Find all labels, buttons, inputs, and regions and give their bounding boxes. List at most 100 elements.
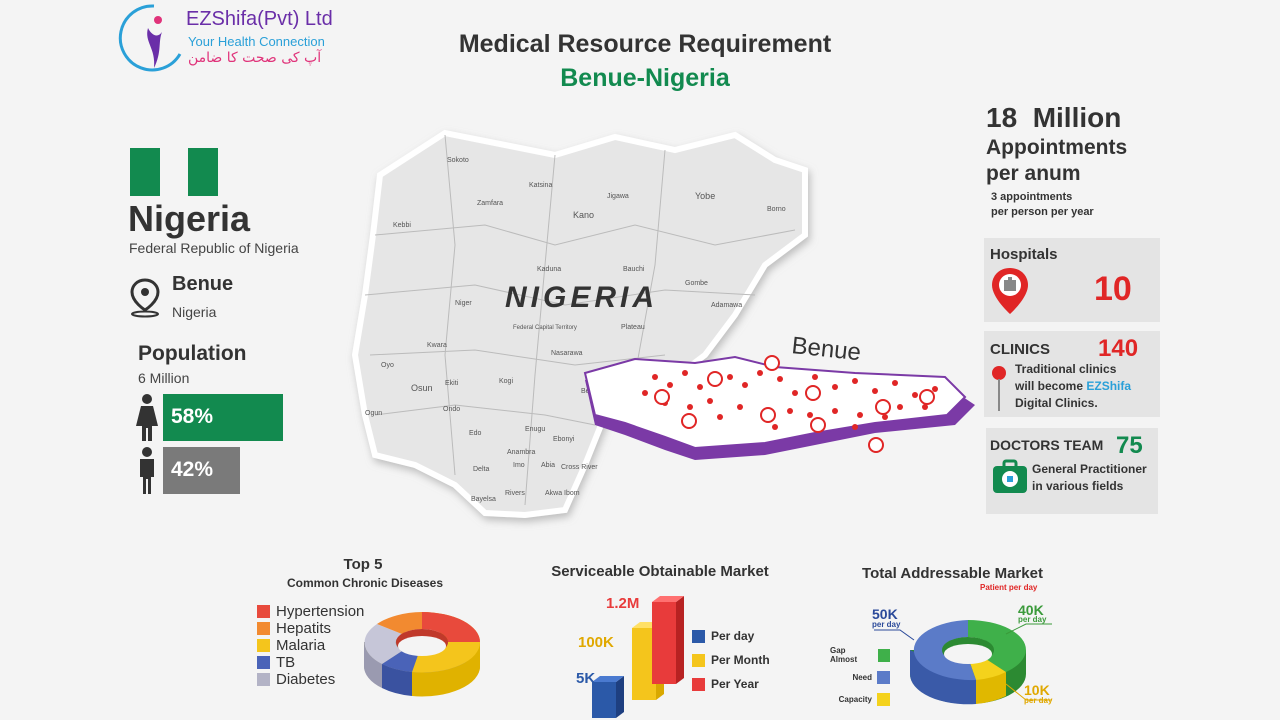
clinics-desc1: Traditional clinics: [1015, 362, 1117, 376]
clinics-desc2-brand: EZShifa: [1086, 379, 1132, 393]
map-region-delta: Delta: [473, 466, 489, 473]
clinics-value: 140: [1098, 335, 1139, 362]
map-region-fct: Federal Capital Territory: [513, 325, 577, 331]
state-name: Benue: [172, 273, 234, 295]
legend-swatch: [877, 648, 890, 662]
benue-region: [583, 355, 967, 450]
map-region-borno: Borno: [767, 206, 786, 213]
som-bar-red: [652, 602, 676, 684]
clinics-panel: CLINICS 140 Traditional clinics will bec…: [984, 331, 1160, 417]
population-value: 6 Million: [138, 370, 190, 386]
map-region-plateau: Plateau: [621, 324, 645, 331]
map-region-yobe: Yobe: [695, 191, 715, 201]
tam-callout-10k: 10K: [1024, 682, 1050, 698]
som-bar-blue-top: [592, 676, 624, 682]
map-region-imo: Imo: [513, 462, 525, 469]
hospital-pins: [654, 355, 935, 453]
logo-urdu: آپ کی صحت کا ضامن: [188, 50, 322, 66]
legend-swatch: [257, 673, 270, 686]
map-region-zamfara: Zamfara: [477, 200, 503, 207]
appointments-line2: Appointments: [986, 136, 1128, 159]
som-label-1.2m: 1.2M: [606, 595, 640, 612]
legend-label: Gap Almost: [830, 646, 858, 664]
legend-item-hypertension: Hypertension: [257, 603, 364, 620]
map-region-rivers: Rivers: [505, 490, 525, 497]
som-bar-blue: [592, 682, 616, 718]
legend-label: Per day: [711, 629, 755, 643]
map-region-niger: Niger: [455, 300, 472, 307]
map-region-adamawa: Adamawa: [711, 302, 742, 309]
map-pin-icon: [992, 366, 1006, 411]
doctors-panel: DOCTORS TEAM 75 General Practitioner in …: [986, 428, 1158, 514]
map-country-label: NIGERIA: [505, 281, 658, 314]
nigeria-map: Sokoto Katsina Zamfara Jigawa Yobe Kano …: [351, 129, 975, 519]
flag-stripe-mid: [160, 148, 188, 196]
diseases-donut-chart: [363, 612, 481, 697]
male-percent: 42%: [171, 458, 214, 481]
clinics-label: CLINICS: [990, 341, 1050, 358]
flag-stripe-left: [130, 148, 160, 196]
legend-swatch: [257, 639, 270, 652]
map-region-enugu: Enugu: [525, 426, 545, 433]
map-region-bauchi: Bauchi: [623, 266, 645, 273]
logo-tagline: Your Health Connection: [188, 34, 325, 49]
legend-swatch: [692, 629, 705, 643]
tam-callout-50k: 50K: [872, 606, 898, 622]
legend-label: Malaria: [276, 637, 326, 654]
appointments-headline: 18 Million: [986, 102, 1122, 133]
map-region-kogi: Kogi: [499, 378, 513, 385]
clinics-desc3: Digital Clinics.: [1015, 396, 1098, 410]
tam-callout-lines: [874, 623, 1052, 701]
tam-donut-chart: [909, 620, 1026, 705]
tam-callout-40k-unit: per day: [1018, 615, 1047, 624]
map-region-kano: Kano: [573, 210, 594, 220]
logo-mark-icon: [118, 4, 182, 72]
male-bar: [163, 447, 240, 494]
hospitals-label: Hospitals: [990, 246, 1058, 263]
map-region-sokoto: Sokoto: [447, 157, 469, 164]
doctors-desc1: General Practitioner: [1032, 462, 1147, 476]
page-title: Medical Resource Requirement: [458, 30, 832, 58]
tam-legend: Gap Almost Need Capacity: [830, 644, 890, 710]
country-official-name: Federal Republic of Nigeria: [129, 240, 299, 256]
tam-callout-10k-unit: per day: [1024, 696, 1053, 705]
clinics-desc2: will become EZShifa: [1015, 379, 1131, 393]
legend-item-diabetes: Diabetes: [257, 671, 364, 688]
map-region-ebonyi: Ebonyi: [553, 436, 575, 443]
map-benue-label: Benue: [790, 332, 862, 366]
map-region-nasarawa: Nasarawa: [551, 350, 583, 357]
male-icon: [140, 447, 154, 494]
diseases-title: Top 5: [343, 556, 383, 573]
doctors-label: DOCTORS TEAM: [990, 437, 1104, 453]
legend-swatch: [257, 622, 270, 635]
legend-label: Hypertension: [276, 603, 365, 620]
tam-callout-40k: 40K: [1018, 602, 1044, 618]
nigeria-flag: [130, 148, 218, 196]
map-region-kaduna: Kaduna: [537, 266, 561, 273]
diseases-subtitle: Common Chronic Diseases: [286, 576, 444, 590]
appointments-line3: per anum: [986, 162, 1081, 185]
appointments-note1: 3 appointments: [991, 191, 1073, 203]
map-region-abia: Abia: [541, 462, 555, 469]
map-region-oyo: Oyo: [381, 362, 394, 369]
legend-item-hepatits: Hepatits: [257, 620, 364, 637]
doctors-value: 75: [1116, 432, 1143, 459]
legend-item-capacity: Capacity: [830, 688, 890, 710]
female-percent: 58%: [171, 405, 214, 428]
country-name: Nigeria: [128, 198, 251, 239]
legend-item-need: Need: [830, 666, 890, 688]
map-region-ondo: Ondo: [443, 406, 460, 413]
medical-kit-icon: [993, 459, 1027, 493]
legend-item-per-day: Per day: [692, 624, 770, 648]
som-legend: Per day Per Month Per Year: [692, 624, 770, 696]
map-region-kwara: Kwara: [427, 342, 447, 349]
legend-swatch: [692, 653, 705, 667]
map-region-osun: Osun: [411, 383, 433, 393]
map-region-ekiti: Ekiti: [445, 380, 459, 387]
clinics-desc2-pre: will become: [1015, 379, 1087, 393]
logo: EZShifa(Pvt) Ltd Your Health Connection …: [118, 2, 378, 74]
hospitals-panel: Hospitals 10: [984, 238, 1160, 322]
doctors-desc2: in various fields: [1032, 479, 1124, 493]
som-label-100k: 100K: [578, 634, 614, 651]
state-country: Nigeria: [172, 304, 217, 320]
